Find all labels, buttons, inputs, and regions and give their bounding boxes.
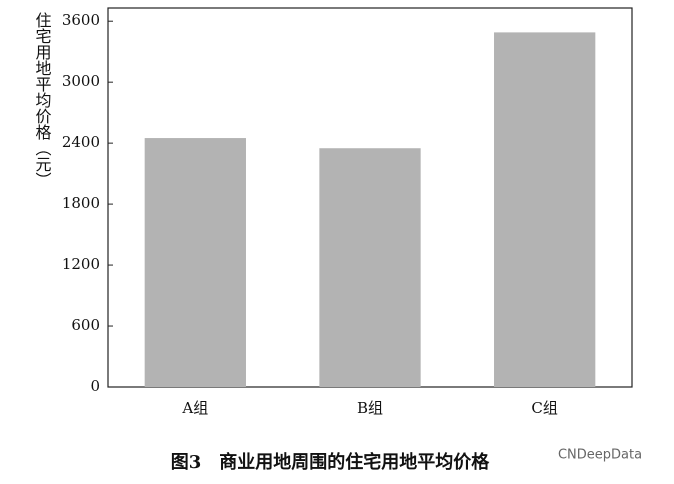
y-tick-label: 3000: [62, 72, 100, 90]
bar: [319, 148, 421, 387]
y-tick-label: 2400: [62, 133, 100, 151]
y-tick-label: 3600: [62, 11, 100, 29]
y-tick-label: 1200: [62, 255, 100, 273]
y-axis-label: 住宅用地平均价格（元）: [33, 12, 52, 188]
x-tick-label: C组: [531, 399, 557, 417]
watermark: CNDeepData: [558, 448, 642, 463]
y-tick-label: 600: [71, 316, 100, 334]
bar: [144, 138, 246, 387]
y-tick-label: 1800: [62, 194, 100, 212]
x-tick-label: B组: [357, 399, 383, 417]
x-tick-label: A组: [181, 399, 208, 417]
y-tick-label: 0: [90, 377, 100, 395]
bar: [494, 32, 596, 388]
caption: 图3 商业用地周围的住宅用地平均价格: [171, 451, 491, 473]
